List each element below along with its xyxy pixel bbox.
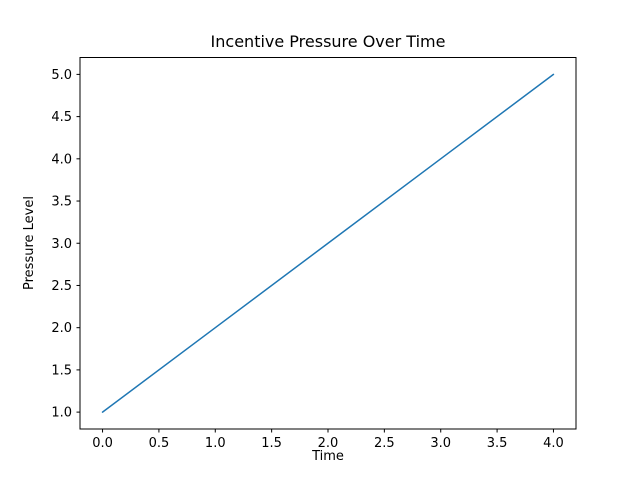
y-tick-label: 1.5 (51, 363, 72, 378)
y-tick-label: 2.5 (51, 279, 72, 294)
y-tick-label: 3.0 (51, 237, 72, 252)
x-tick-label: 3.0 (430, 436, 451, 451)
x-tick-label: 0.5 (149, 436, 170, 451)
x-tick-label: 2.5 (374, 436, 395, 451)
x-tick-label: 1.5 (261, 436, 282, 451)
y-axis-label: Pressure Level (22, 196, 37, 290)
y-tick-label: 2.0 (51, 321, 72, 336)
line-series (101, 73, 555, 413)
chart-title: Incentive Pressure Over Time (211, 32, 446, 51)
x-tick-label: 1.0 (205, 436, 226, 451)
x-axis-label: Time (311, 449, 344, 464)
x-tick-label: 4.0 (543, 436, 564, 451)
x-tick-label: 2.0 (318, 436, 339, 451)
y-tick-label: 1.0 (51, 406, 72, 421)
x-tick-label: 0.0 (92, 436, 113, 451)
x-tick-label: 3.5 (487, 436, 508, 451)
plot-area: 0.0 0.5 1.0 1.5 2.0 2.5 3.0 3.5 4.0 1.0 1.5 2.0 2.5 3… (51, 57, 577, 451)
y-tick-label: 4.5 (51, 110, 72, 125)
y-tick-label: 3.5 (51, 195, 72, 210)
y-tick-label: 4.0 (51, 152, 72, 167)
y-tick-label: 5.0 (51, 68, 72, 83)
